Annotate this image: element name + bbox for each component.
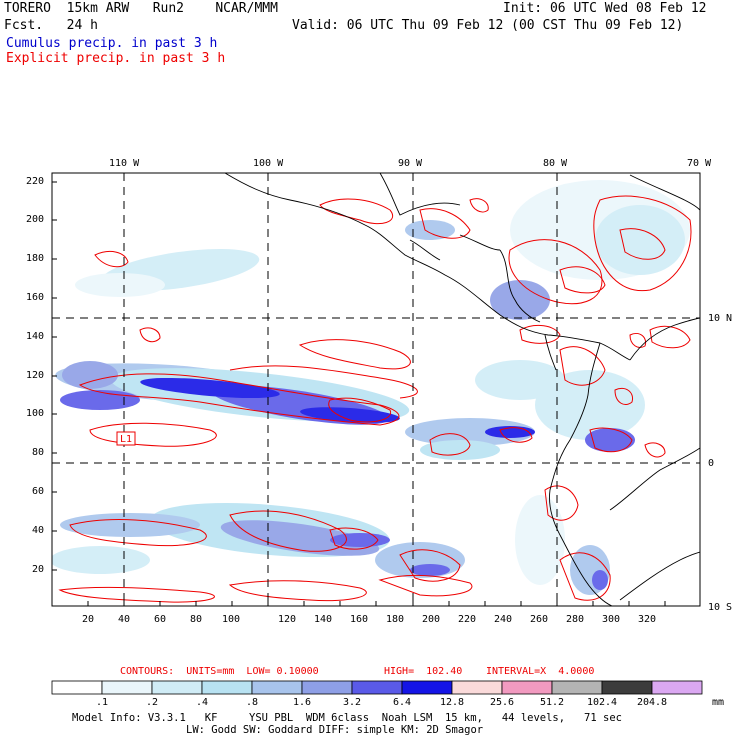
x-tick-label: 40 [118,614,131,625]
colorbar-tick-label: 25.6 [489,697,515,708]
colorbar-swatch [651,680,703,695]
colorbar-tick-label: .8 [245,697,259,708]
init-time: Init: 06 UTC Wed 08 Feb 12 [503,1,707,16]
y-tick-label: 120 [26,370,45,381]
y-tick-label: 180 [26,253,45,264]
y-tick-label: 40 [32,525,45,536]
explicit-precip-contours [58,195,692,603]
colorbar-swatch [151,680,203,695]
y-tick-label: 60 [32,486,45,497]
colorbar-swatch [351,680,403,695]
colorbar-swatch [451,680,503,695]
y-tick-label: 220 [26,176,45,187]
lat-lon-grid [52,173,700,606]
station-marker-box [116,431,136,446]
y-tick-label: 100 [26,408,45,419]
colorbar-swatch [551,680,603,695]
colorbar-tick-label: .4 [195,697,209,708]
colorbar-swatch [101,680,153,695]
coastlines [224,173,700,606]
station-marker-label: L1 [120,434,133,445]
x-tick-label: 120 [278,614,297,625]
contour-interval: INTERVAL=X 4.0000 [486,666,595,677]
x-tick-label: 100 [222,614,241,625]
y-tick-label: 20 [32,564,45,575]
x-tick-label: 260 [530,614,549,625]
lon-label-110w: 110 W [109,158,140,169]
colorbar-tick-label: 1.6 [292,697,312,708]
colorbar-tick-label: 6.4 [392,697,412,708]
model-info: Model Info: V3.3.1 KF YSU PBL WDM 6class… [72,712,622,724]
colorbar-tick-label: .2 [145,697,159,708]
contour-units: CONTOURS: UNITS=mm LOW= 0.10000 [120,666,319,677]
x-tick-label: 300 [602,614,621,625]
x-tick-label: 60 [154,614,167,625]
colorbar-swatch [401,680,453,695]
lon-label-70w: 70 W [687,158,712,169]
lat-label-0: 0 [708,458,715,469]
colorbar-unit: mm [712,697,725,708]
colorbar-tick-label: .1 [95,697,109,708]
contour-high: HIGH= 102.40 [384,666,463,677]
y-tick-label: 200 [26,214,45,225]
y-tick-label: 80 [32,447,45,458]
explicit-legend-label: Explicit precip. in past 3 h [6,51,226,66]
lat-label-10n: 10 N [708,313,733,324]
x-tick-label: 240 [494,614,513,625]
forecast-hour: Fcst. 24 h [4,18,98,33]
precip-colorbar [51,680,703,695]
model-title: TORERO 15km ARW Run2 NCAR/MMM [4,1,278,16]
axis-ticks [52,181,666,606]
colorbar-tick-label: 51.2 [539,697,565,708]
valid-time: Valid: 06 UTC Thu 09 Feb 12 (00 CST Thu … [292,18,684,33]
y-tick-label: 140 [26,331,45,342]
colorbar-swatch [601,680,653,695]
lon-label-80w: 80 W [543,158,568,169]
colorbar-tick-label: 3.2 [342,697,362,708]
x-tick-label: 220 [458,614,477,625]
lat-label-10s: 10 S [708,602,733,613]
physics-info: LW: Godd SW: Goddard DIFF: simple KM: 2D… [186,724,484,736]
cumulus-legend-label: Cumulus precip. in past 3 h [6,36,218,51]
x-tick-label: 320 [638,614,657,625]
x-tick-label: 180 [386,614,405,625]
lon-label-90w: 90 W [398,158,423,169]
cumulus-precip-shading [52,180,690,595]
colorbar-swatch [51,680,103,695]
x-tick-label: 200 [422,614,441,625]
x-tick-label: 80 [190,614,203,625]
x-tick-label: 280 [566,614,585,625]
colorbar-swatch [301,680,353,695]
x-tick-label: 140 [314,614,333,625]
colorbar-tick-label: 204.8 [636,697,668,708]
y-tick-label: 160 [26,292,45,303]
x-tick-label: 160 [350,614,369,625]
colorbar-swatch [501,680,553,695]
lon-label-100w: 100 W [253,158,284,169]
colorbar-swatch [251,680,303,695]
colorbar-tick-label: 12.8 [439,697,465,708]
colorbar-swatch [201,680,253,695]
x-tick-label: 20 [82,614,95,625]
colorbar-tick-label: 102.4 [586,697,618,708]
